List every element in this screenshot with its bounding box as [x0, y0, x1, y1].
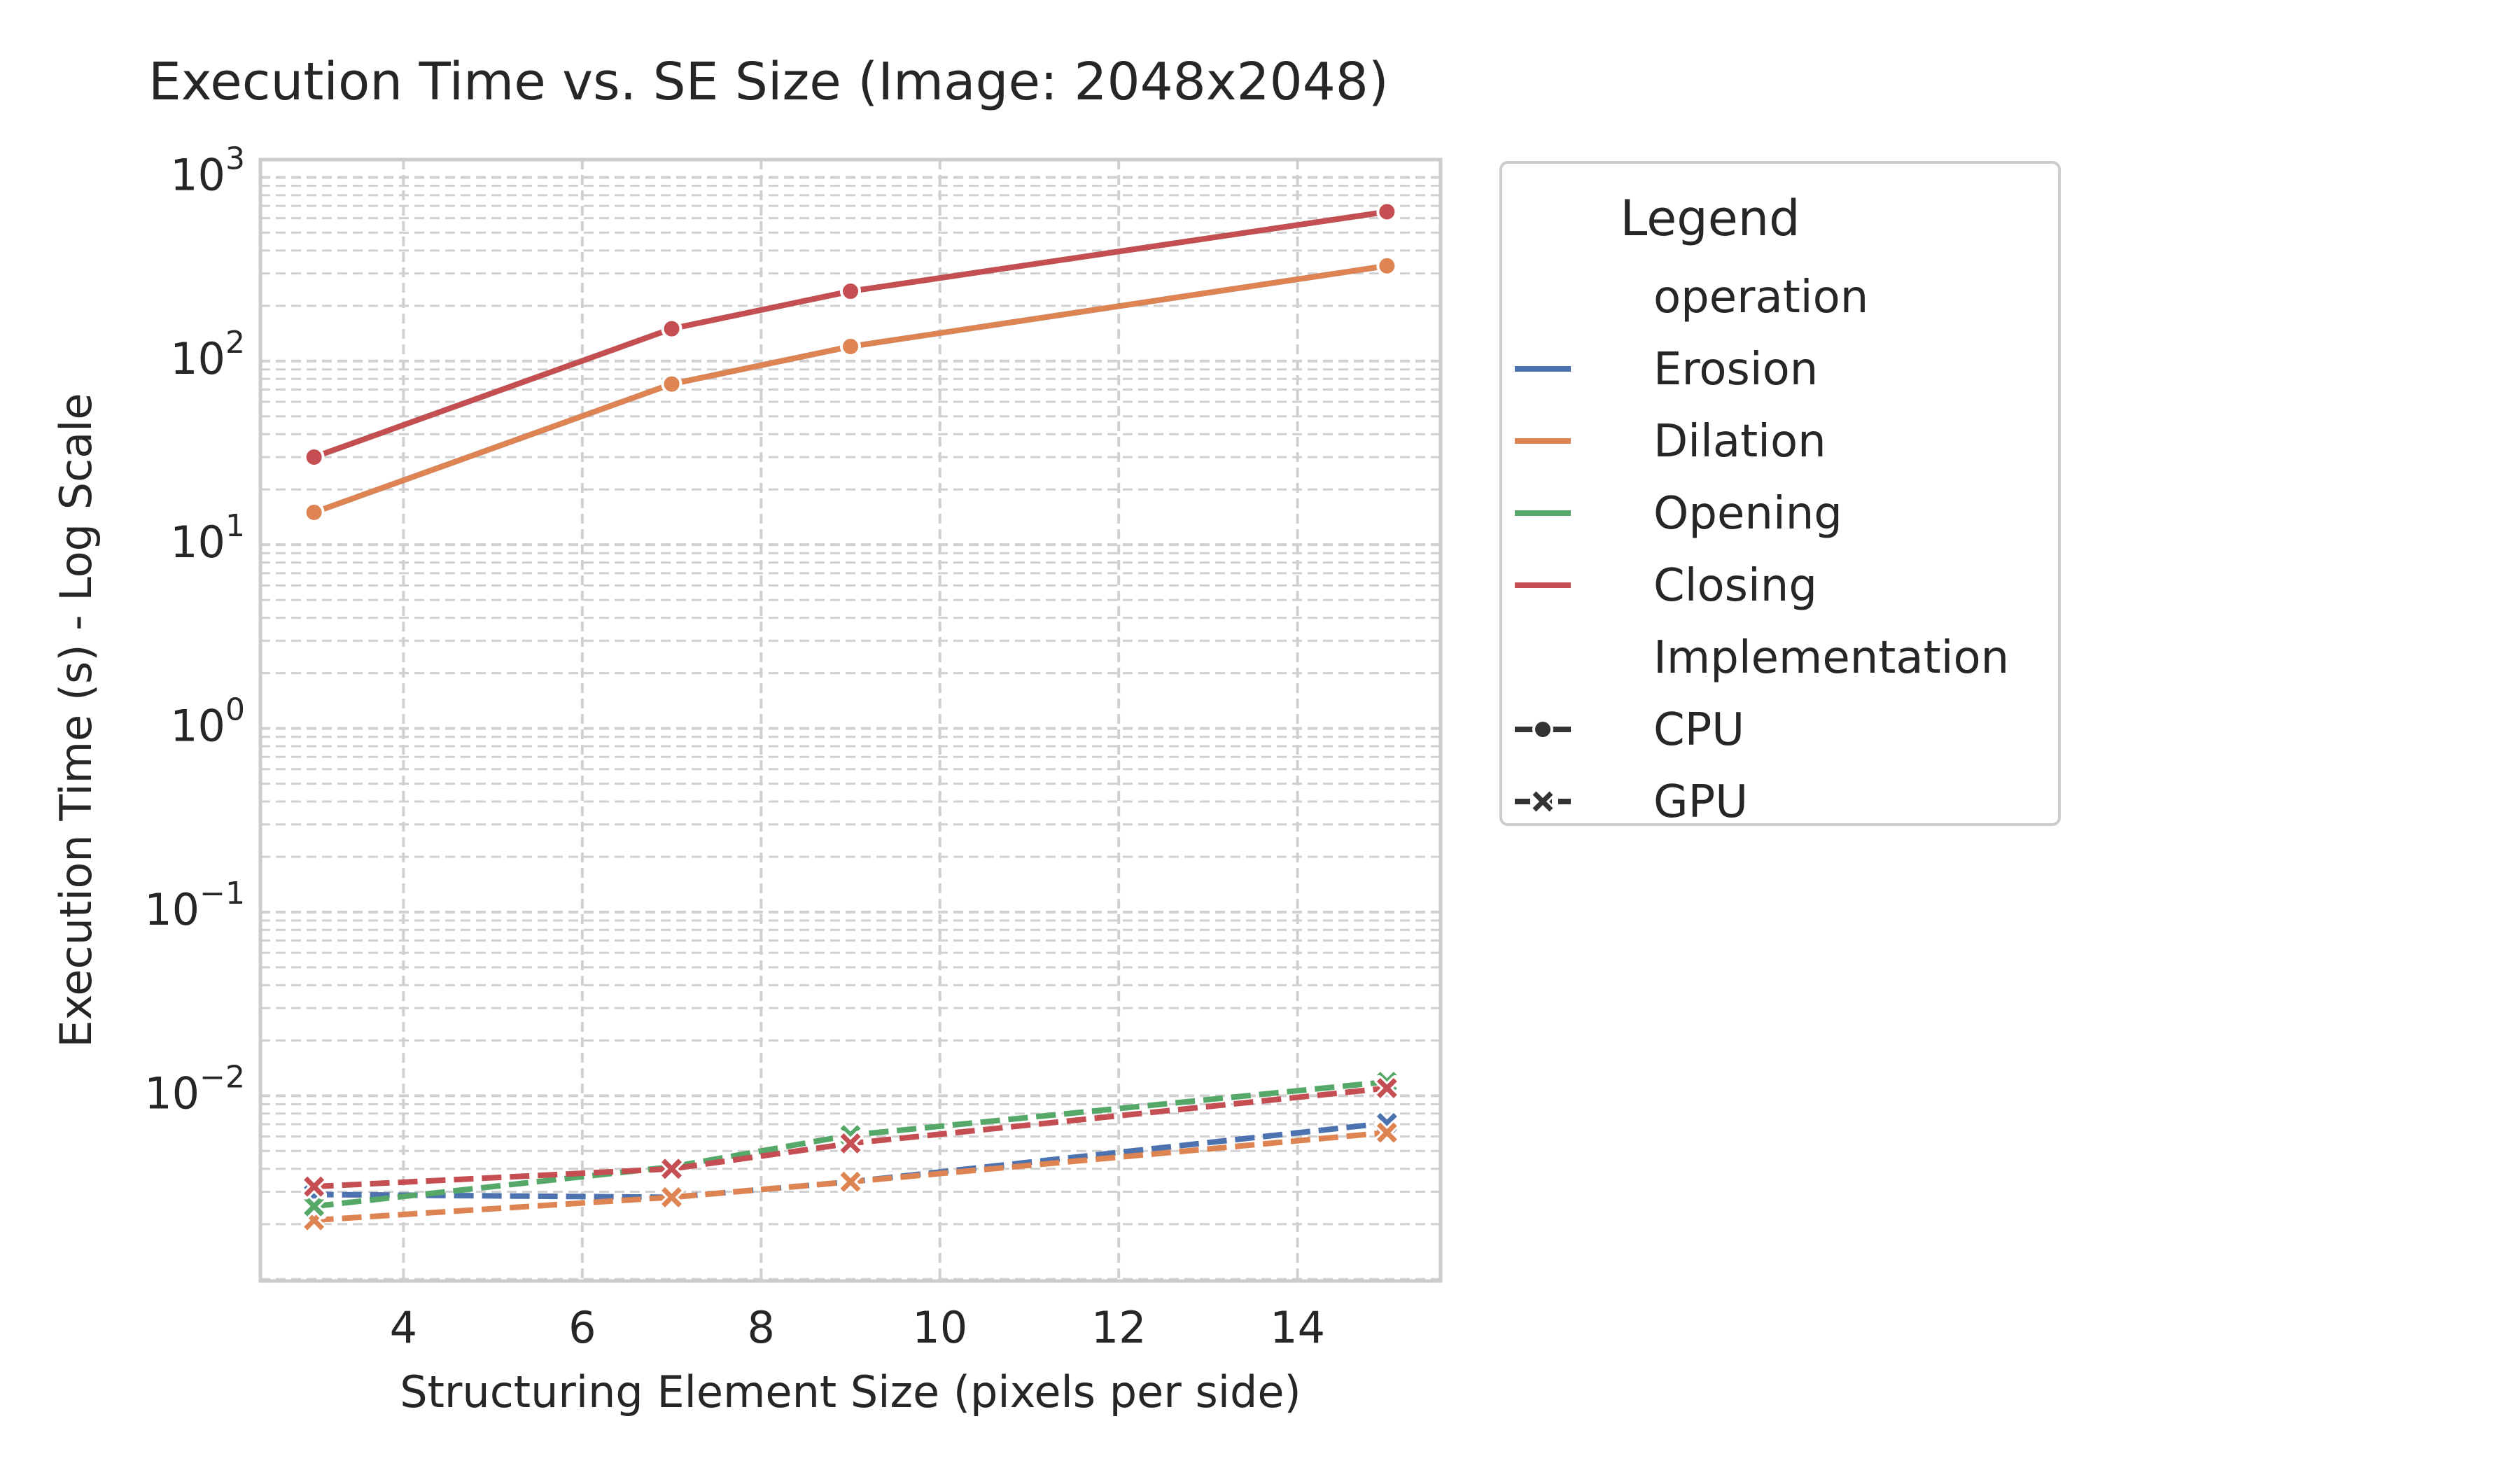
marker-cross: [1376, 1122, 1397, 1143]
series-line-dilation-cpu: [311, 262, 1390, 515]
series-line-closing-cpu: [311, 209, 1390, 460]
legend-swatch-marker: [1532, 719, 1553, 740]
marker-cross: [662, 1158, 682, 1180]
legend-item-closing: Closing: [1653, 560, 1817, 612]
data-point-closing-gpu: [301, 1173, 328, 1200]
series-closing-gpu: [301, 1074, 1400, 1200]
y-tick-label: 10−2: [144, 1059, 245, 1119]
series-line-dilation-gpu: [314, 1129, 1387, 1224]
data-point-dilation-cpu: [303, 501, 325, 523]
x-tick-label: 4: [390, 1302, 417, 1353]
y-axis-label: Execution Time (s) - Log Scale: [50, 393, 102, 1047]
legend-box: [1499, 161, 2061, 826]
legend-title: Legend: [1620, 190, 1800, 247]
y-tick-label: 101: [170, 508, 245, 568]
data-point-dilation-gpu: [659, 1184, 685, 1210]
legend-item-cpu: CPU: [1653, 704, 1744, 756]
data-point-dilation-gpu: [837, 1168, 864, 1195]
legend-item-erosion: Erosion: [1653, 344, 1818, 396]
series-opening-cpu: [303, 201, 1398, 468]
chart-title: Execution Time vs. SE Size (Image: 2048x…: [148, 52, 1389, 112]
data-point-closing-cpu: [303, 446, 325, 468]
legend-item-dilation: Dilation: [1653, 416, 1826, 468]
legend-style-title: Implementation: [1653, 632, 2009, 684]
y-tick-label: 103: [170, 141, 245, 200]
series-dilation-cpu: [303, 255, 1398, 523]
data-point-dilation-cpu: [1376, 255, 1398, 276]
data-point-dilation-gpu: [1373, 1119, 1400, 1146]
marker-cross: [304, 1196, 325, 1217]
marker-cross: [840, 1171, 861, 1192]
grid: [260, 160, 1441, 1281]
legend: Legend operation Erosion Dilation Opening Clo…: [1499, 161, 2061, 828]
marker-cross: [1532, 791, 1553, 812]
series-line-opening-gpu: [314, 1079, 1387, 1210]
x-tick-label: 8: [748, 1302, 775, 1353]
marker-cross: [840, 1133, 861, 1154]
x-axis-ticks: 4 6 8 10 12 14: [390, 1302, 1325, 1353]
data-point-closing-cpu: [1376, 201, 1398, 223]
legend-swatch-gpu: [1515, 788, 1571, 815]
series-layer: [301, 201, 1400, 1233]
series-line-closing-gpu: [314, 1085, 1387, 1190]
series-line-erosion-gpu: [314, 1120, 1387, 1200]
series-closing-cpu: [303, 201, 1398, 468]
data-point-closing-gpu: [659, 1156, 685, 1182]
legend-item-gpu: GPU: [1653, 776, 1748, 828]
series-line-opening-cpu: [311, 209, 1390, 460]
marker-cross: [1376, 1077, 1397, 1098]
x-axis-label: Structuring Element Size (pixels per sid…: [400, 1366, 1301, 1418]
data-point-closing-gpu: [1373, 1074, 1400, 1101]
data-point-closing-cpu: [840, 281, 861, 302]
data-point-closing-cpu: [661, 318, 682, 340]
y-tick-label: 10−1: [144, 876, 245, 935]
data-point-opening-gpu: [301, 1193, 328, 1219]
x-tick-label: 12: [1091, 1302, 1147, 1353]
plot-frame: [258, 158, 1443, 1283]
x-tick-label: 6: [568, 1302, 596, 1353]
y-tick-label: 100: [170, 692, 245, 752]
y-tick-label: 102: [170, 325, 245, 384]
data-point-dilation-cpu: [840, 336, 861, 358]
x-tick-label: 14: [1270, 1302, 1325, 1353]
legend-swatch-marker: [1530, 788, 1556, 815]
legend-swatch-cpu: [1515, 719, 1571, 740]
x-tick-label: 10: [912, 1302, 967, 1353]
y-axis-ticks: 10−2 10−1 100 101 102 103: [144, 141, 245, 1119]
data-point-dilation-cpu: [661, 373, 682, 395]
legend-item-opening: Opening: [1653, 488, 1842, 540]
legend-hue-title: operation: [1653, 272, 1868, 323]
marker-cross: [304, 1176, 325, 1197]
data-point-closing-gpu: [837, 1130, 864, 1156]
marker-cross: [662, 1186, 682, 1208]
